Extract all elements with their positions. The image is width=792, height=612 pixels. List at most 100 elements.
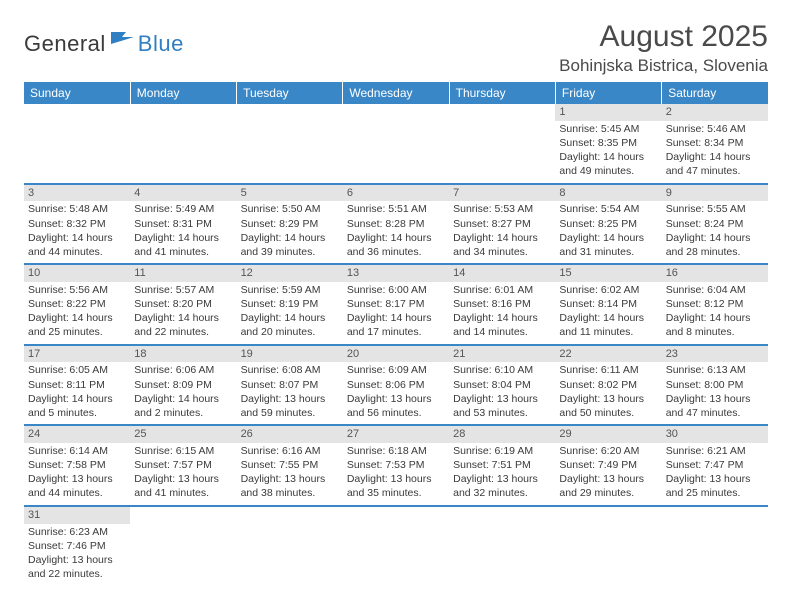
- daylight-text: Daylight: 13 hours and 32 minutes.: [453, 472, 551, 500]
- daylight-text: Daylight: 14 hours and 28 minutes.: [666, 231, 764, 259]
- sunrise-text: Sunrise: 6:13 AM: [666, 363, 764, 377]
- daylight-text: Daylight: 13 hours and 56 minutes.: [347, 392, 445, 420]
- day-number: 20: [343, 346, 449, 363]
- page: General Blue August 2025 Bohinjska Bistr…: [0, 0, 792, 605]
- sunset-text: Sunset: 7:55 PM: [241, 458, 339, 472]
- page-subtitle: Bohinjska Bistrica, Slovenia: [559, 56, 768, 76]
- calendar-cell: 9Sunrise: 5:55 AMSunset: 8:24 PMDaylight…: [662, 184, 768, 265]
- calendar-cell: [237, 506, 343, 586]
- sunset-text: Sunset: 8:07 PM: [241, 378, 339, 392]
- day-number: 28: [449, 426, 555, 443]
- daylight-text: Daylight: 14 hours and 41 minutes.: [134, 231, 232, 259]
- sunset-text: Sunset: 8:04 PM: [453, 378, 551, 392]
- calendar-cell: [343, 506, 449, 586]
- calendar-cell: 7Sunrise: 5:53 AMSunset: 8:27 PMDaylight…: [449, 184, 555, 265]
- sunset-text: Sunset: 8:28 PM: [347, 217, 445, 231]
- calendar-cell: [130, 506, 236, 586]
- sunrise-text: Sunrise: 5:49 AM: [134, 202, 232, 216]
- sunset-text: Sunset: 8:32 PM: [28, 217, 126, 231]
- sunset-text: Sunset: 7:57 PM: [134, 458, 232, 472]
- sunrise-text: Sunrise: 5:51 AM: [347, 202, 445, 216]
- daylight-text: Daylight: 14 hours and 5 minutes.: [28, 392, 126, 420]
- sunset-text: Sunset: 7:51 PM: [453, 458, 551, 472]
- sunrise-text: Sunrise: 6:04 AM: [666, 283, 764, 297]
- day-number: 26: [237, 426, 343, 443]
- day-header: Thursday: [449, 82, 555, 104]
- daylight-text: Daylight: 14 hours and 22 minutes.: [134, 311, 232, 339]
- calendar-cell: 23Sunrise: 6:13 AMSunset: 8:00 PMDayligh…: [662, 345, 768, 426]
- day-number: 7: [449, 185, 555, 202]
- calendar-cell: 16Sunrise: 6:04 AMSunset: 8:12 PMDayligh…: [662, 264, 768, 345]
- logo-blue-text: Blue: [138, 31, 184, 57]
- day-number: 30: [662, 426, 768, 443]
- calendar-cell: 1Sunrise: 5:45 AMSunset: 8:35 PMDaylight…: [555, 104, 661, 184]
- day-number: 12: [237, 265, 343, 282]
- day-number: 19: [237, 346, 343, 363]
- day-number: 31: [24, 507, 130, 524]
- daylight-text: Daylight: 13 hours and 59 minutes.: [241, 392, 339, 420]
- sunset-text: Sunset: 8:00 PM: [666, 378, 764, 392]
- sunset-text: Sunset: 8:16 PM: [453, 297, 551, 311]
- logo-general-text: General: [24, 31, 106, 57]
- logo: General Blue: [24, 20, 184, 57]
- calendar-cell: [237, 104, 343, 184]
- daylight-text: Daylight: 13 hours and 41 minutes.: [134, 472, 232, 500]
- sunrise-text: Sunrise: 5:48 AM: [28, 202, 126, 216]
- daylight-text: Daylight: 13 hours and 53 minutes.: [453, 392, 551, 420]
- sunrise-text: Sunrise: 6:02 AM: [559, 283, 657, 297]
- daylight-text: Daylight: 13 hours and 44 minutes.: [28, 472, 126, 500]
- sunrise-text: Sunrise: 5:59 AM: [241, 283, 339, 297]
- calendar-table: Sunday Monday Tuesday Wednesday Thursday…: [24, 82, 768, 585]
- sunrise-text: Sunrise: 6:10 AM: [453, 363, 551, 377]
- calendar-cell: 12Sunrise: 5:59 AMSunset: 8:19 PMDayligh…: [237, 264, 343, 345]
- sunrise-text: Sunrise: 6:15 AM: [134, 444, 232, 458]
- sunrise-text: Sunrise: 5:50 AM: [241, 202, 339, 216]
- sunset-text: Sunset: 8:35 PM: [559, 136, 657, 150]
- sunset-text: Sunset: 8:31 PM: [134, 217, 232, 231]
- sunset-text: Sunset: 7:46 PM: [28, 539, 126, 553]
- calendar-cell: 20Sunrise: 6:09 AMSunset: 8:06 PMDayligh…: [343, 345, 449, 426]
- calendar-cell: 22Sunrise: 6:11 AMSunset: 8:02 PMDayligh…: [555, 345, 661, 426]
- page-title: August 2025: [559, 20, 768, 54]
- sunrise-text: Sunrise: 5:54 AM: [559, 202, 657, 216]
- sunset-text: Sunset: 8:14 PM: [559, 297, 657, 311]
- calendar-cell: 31Sunrise: 6:23 AMSunset: 7:46 PMDayligh…: [24, 506, 130, 586]
- day-number: 27: [343, 426, 449, 443]
- sunrise-text: Sunrise: 6:23 AM: [28, 525, 126, 539]
- calendar-row: 1Sunrise: 5:45 AMSunset: 8:35 PMDaylight…: [24, 104, 768, 184]
- sunrise-text: Sunrise: 5:53 AM: [453, 202, 551, 216]
- day-number: 6: [343, 185, 449, 202]
- calendar-cell: 13Sunrise: 6:00 AMSunset: 8:17 PMDayligh…: [343, 264, 449, 345]
- day-number: 29: [555, 426, 661, 443]
- calendar-cell: 18Sunrise: 6:06 AMSunset: 8:09 PMDayligh…: [130, 345, 236, 426]
- day-number: 3: [24, 185, 130, 202]
- day-number: 8: [555, 185, 661, 202]
- header: General Blue August 2025 Bohinjska Bistr…: [24, 20, 768, 76]
- sunrise-text: Sunrise: 6:21 AM: [666, 444, 764, 458]
- sunset-text: Sunset: 7:53 PM: [347, 458, 445, 472]
- sunrise-text: Sunrise: 6:14 AM: [28, 444, 126, 458]
- day-number: 4: [130, 185, 236, 202]
- calendar-row: 10Sunrise: 5:56 AMSunset: 8:22 PMDayligh…: [24, 264, 768, 345]
- calendar-cell: 4Sunrise: 5:49 AMSunset: 8:31 PMDaylight…: [130, 184, 236, 265]
- daylight-text: Daylight: 14 hours and 47 minutes.: [666, 150, 764, 178]
- sunrise-text: Sunrise: 6:00 AM: [347, 283, 445, 297]
- day-number: 25: [130, 426, 236, 443]
- calendar-cell: 30Sunrise: 6:21 AMSunset: 7:47 PMDayligh…: [662, 425, 768, 506]
- daylight-text: Daylight: 14 hours and 11 minutes.: [559, 311, 657, 339]
- day-number: 10: [24, 265, 130, 282]
- calendar-cell: 11Sunrise: 5:57 AMSunset: 8:20 PMDayligh…: [130, 264, 236, 345]
- flag-icon: [110, 30, 136, 51]
- sunrise-text: Sunrise: 5:45 AM: [559, 122, 657, 136]
- day-number: 24: [24, 426, 130, 443]
- sunset-text: Sunset: 8:02 PM: [559, 378, 657, 392]
- sunrise-text: Sunrise: 6:19 AM: [453, 444, 551, 458]
- day-number: 14: [449, 265, 555, 282]
- day-number: 9: [662, 185, 768, 202]
- sunrise-text: Sunrise: 6:01 AM: [453, 283, 551, 297]
- day-number: 2: [662, 104, 768, 121]
- sunrise-text: Sunrise: 6:20 AM: [559, 444, 657, 458]
- calendar-cell: 29Sunrise: 6:20 AMSunset: 7:49 PMDayligh…: [555, 425, 661, 506]
- day-header: Tuesday: [237, 82, 343, 104]
- calendar-cell: [449, 104, 555, 184]
